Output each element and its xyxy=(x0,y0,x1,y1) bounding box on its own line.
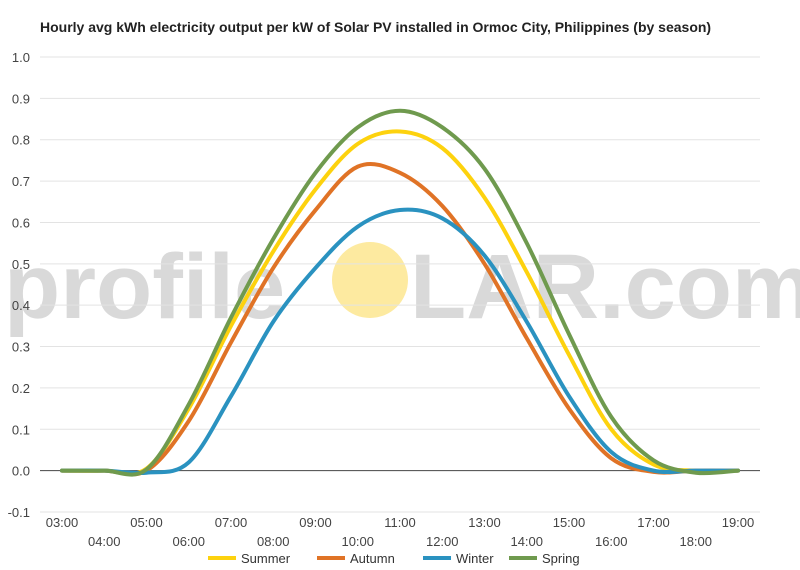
x-tick-label: 05:00 xyxy=(130,515,163,530)
legend: Summer Autumn Winter Spring xyxy=(208,551,580,566)
legend-label: Spring xyxy=(542,551,580,566)
legend-item-winter: Winter xyxy=(423,551,494,566)
legend-item-autumn: Autumn xyxy=(317,551,395,566)
x-tick-label: 12:00 xyxy=(426,534,459,549)
legend-item-spring: Spring xyxy=(509,551,580,566)
x-tick-label: 16:00 xyxy=(595,534,628,549)
x-tick-label: 09:00 xyxy=(299,515,332,530)
x-tick-label: 10:00 xyxy=(341,534,374,549)
y-tick-label: 0.9 xyxy=(12,91,30,106)
x-axis-ticks: 03:00 04:00 05:00 06:00 07:00 08:00 09:00 10:00… xyxy=(46,515,755,549)
x-tick-label: 11:00 xyxy=(384,515,416,530)
y-tick-label: 1.0 xyxy=(12,50,30,65)
x-tick-label: 07:00 xyxy=(215,515,248,530)
y-tick-label: 0.5 xyxy=(12,257,30,272)
x-tick-label: 13:00 xyxy=(468,515,501,530)
watermark: profile LAR.com xyxy=(4,236,800,338)
series-line-autumn xyxy=(60,162,740,477)
x-tick-label: 19:00 xyxy=(722,515,755,530)
y-tick-label: 0.8 xyxy=(12,133,30,148)
y-tick-label: 0.4 xyxy=(12,298,30,313)
watermark-text-right: LAR.com xyxy=(410,236,800,338)
y-tick-label: 0.7 xyxy=(12,174,30,189)
legend-label: Summer xyxy=(241,551,291,566)
y-tick-label: 0.2 xyxy=(12,381,30,396)
legend-item-summer: Summer xyxy=(208,551,291,566)
watermark-text-left: profile xyxy=(4,236,285,338)
y-tick-label: 0.3 xyxy=(12,340,30,355)
series-line-winter xyxy=(60,207,740,476)
x-tick-label: 04:00 xyxy=(88,534,121,549)
x-tick-label: 15:00 xyxy=(553,515,586,530)
x-tick-label: 17:00 xyxy=(637,515,670,530)
x-tick-label: 08:00 xyxy=(257,534,290,549)
y-tick-label: 0.1 xyxy=(12,422,30,437)
watermark-sun-icon xyxy=(332,242,408,318)
x-tick-label: 18:00 xyxy=(679,534,712,549)
y-tick-label: -0.1 xyxy=(8,505,30,520)
legend-label: Winter xyxy=(456,551,494,566)
chart-title: Hourly avg kWh electricity output per kW… xyxy=(40,19,712,35)
grid-lines xyxy=(40,56,760,513)
y-tick-label: 0.0 xyxy=(12,464,30,479)
series-line-spring xyxy=(60,108,740,477)
y-tick-label: 0.6 xyxy=(12,215,30,230)
x-tick-label: 03:00 xyxy=(46,515,79,530)
y-axis-ticks: -0.1 0.0 0.1 0.2 0.3 0.4 0.5 0.6 0.7 0.8 0.9 1.0 xyxy=(8,50,30,520)
series-lines xyxy=(60,108,740,477)
x-tick-label: 14:00 xyxy=(510,534,543,549)
x-tick-label: 06:00 xyxy=(172,534,205,549)
legend-label: Autumn xyxy=(350,551,395,566)
